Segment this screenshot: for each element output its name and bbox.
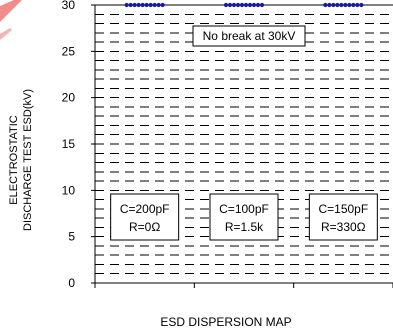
y-tick-label: 10 bbox=[62, 183, 76, 197]
data-point bbox=[124, 2, 129, 8]
data-point bbox=[323, 2, 328, 8]
condition-label: R=0Ω bbox=[129, 220, 160, 234]
data-point bbox=[227, 2, 233, 8]
condition-box bbox=[110, 193, 180, 241]
corner-mark-small bbox=[0, 28, 12, 40]
y-axis-label-line-2: DISCHARGE TEST ESD(kV) bbox=[22, 89, 34, 231]
y-tick-label: 30 bbox=[62, 0, 76, 12]
condition-label: R=1.5k bbox=[225, 220, 264, 234]
y-axis-label: ELECTROSTATIC DISCHARGE TEST ESD(kV) bbox=[8, 89, 34, 231]
data-point bbox=[231, 2, 237, 8]
condition-label: R=330Ω bbox=[321, 220, 366, 234]
data-point bbox=[351, 2, 356, 8]
data-point bbox=[331, 2, 336, 8]
data-point bbox=[255, 2, 261, 8]
data-points bbox=[124, 2, 364, 8]
y-tick-label: 15 bbox=[62, 137, 76, 151]
y-tick-label: 25 bbox=[62, 44, 76, 58]
data-point bbox=[343, 2, 348, 8]
condition-label: C=150pF bbox=[318, 202, 368, 216]
y-tick-labels: 0 5 10 15 20 25 30 bbox=[62, 0, 95, 290]
data-point bbox=[144, 2, 149, 8]
y-tick-label: 20 bbox=[62, 91, 76, 105]
data-point bbox=[148, 2, 153, 8]
axes bbox=[94, 4, 393, 288]
data-point bbox=[160, 2, 165, 8]
condition-box bbox=[209, 193, 279, 241]
condition-label: C=200pF bbox=[120, 202, 170, 216]
annotation-box: No break at 30kV bbox=[192, 25, 306, 47]
data-point bbox=[223, 2, 229, 8]
data-point bbox=[152, 2, 157, 8]
y-tick-label: 0 bbox=[68, 276, 75, 290]
data-point bbox=[235, 2, 241, 8]
condition-label: C=100pF bbox=[219, 202, 269, 216]
data-point bbox=[156, 2, 161, 8]
data-point bbox=[239, 2, 245, 8]
data-point bbox=[359, 2, 364, 8]
data-point bbox=[327, 2, 332, 8]
chart-caption: ESD DISPERSION MAP bbox=[160, 315, 291, 329]
data-point bbox=[355, 2, 360, 8]
condition-labels: C=200pF R=0Ω C=100pF R=1.5k C=150pF R=330Ω bbox=[110, 193, 378, 241]
data-point bbox=[140, 2, 145, 8]
data-point bbox=[136, 2, 141, 8]
data-point bbox=[128, 2, 133, 8]
condition-box bbox=[308, 193, 378, 241]
data-point bbox=[132, 2, 137, 8]
data-point bbox=[247, 2, 253, 8]
data-point bbox=[259, 2, 265, 8]
y-tick-label: 5 bbox=[68, 230, 75, 244]
corner-mark bbox=[0, 0, 22, 22]
data-point bbox=[335, 2, 340, 8]
annotation-text: No break at 30kV bbox=[203, 29, 296, 43]
data-point bbox=[347, 2, 352, 8]
data-point bbox=[243, 2, 249, 8]
data-point bbox=[251, 2, 257, 8]
data-point bbox=[339, 2, 344, 8]
y-axis-label-line-1: ELECTROSTATIC bbox=[8, 115, 20, 204]
